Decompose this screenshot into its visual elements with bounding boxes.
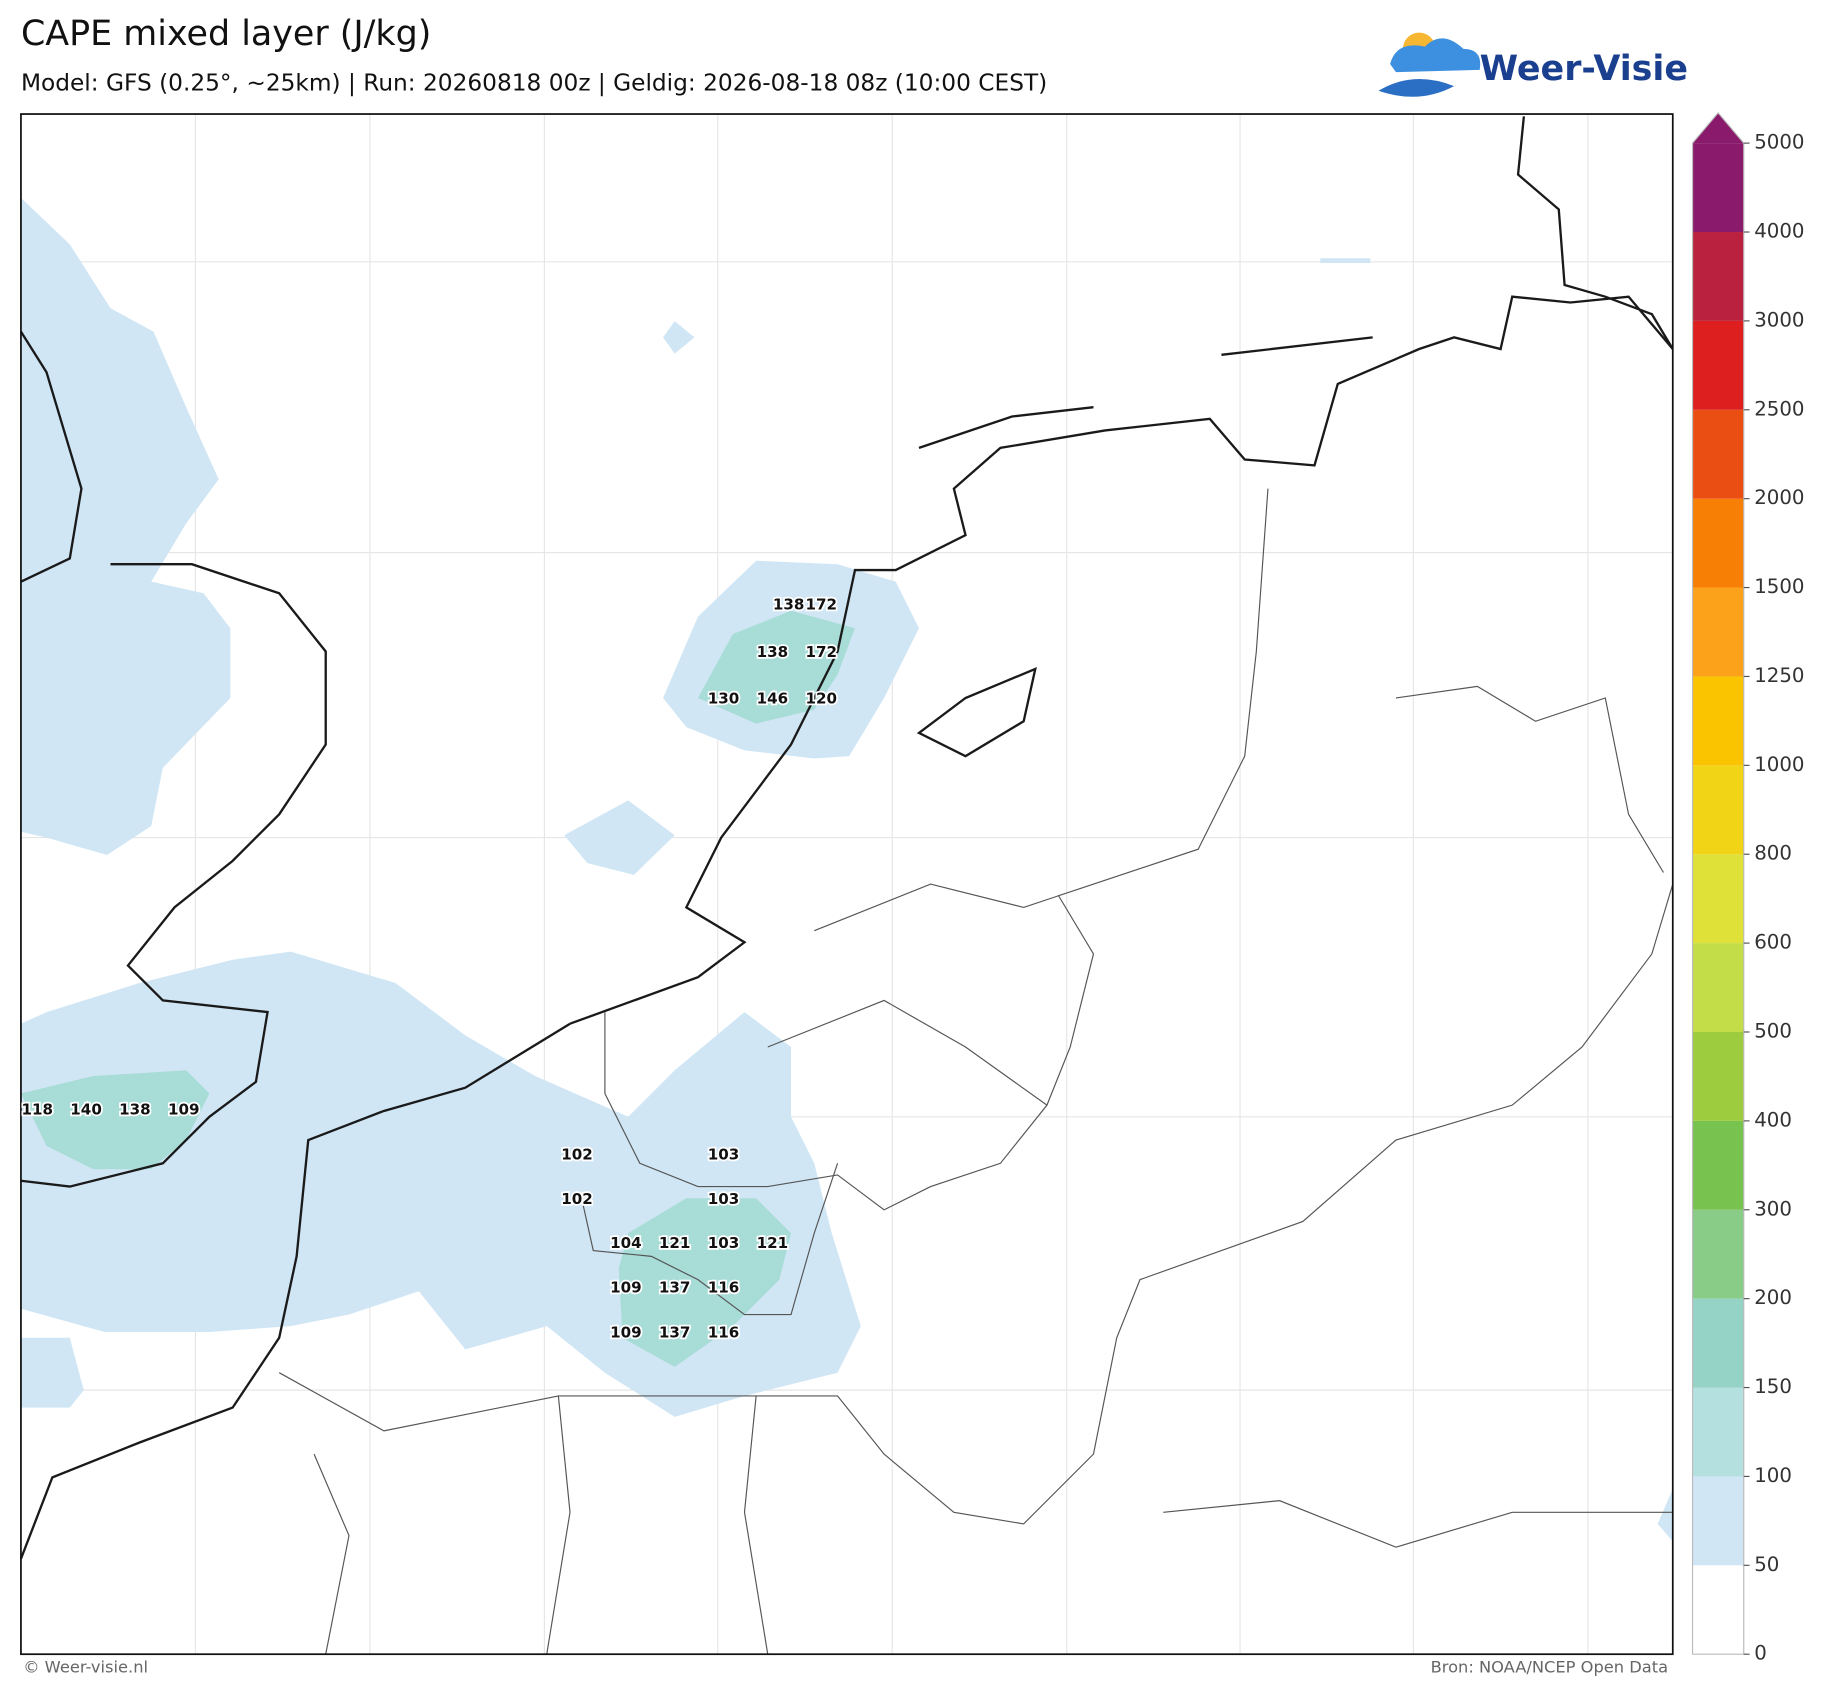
map-value-label: 116	[708, 1278, 740, 1296]
colorbar-tick-label: 1250	[1754, 664, 1804, 687]
logo-text: Weer-Visie	[1480, 49, 1688, 89]
map-value-label: 172	[805, 595, 837, 613]
colorbar-tick-label: 600	[1754, 931, 1792, 954]
colorbar-segment	[1692, 1031, 1744, 1121]
colorbar-segment	[1692, 1298, 1744, 1388]
subtitle: Model: GFS (0.25°, ~25km) | Run: 2026081…	[21, 69, 1047, 96]
colorbar-tick-label: 50	[1754, 1553, 1779, 1576]
colorbar-tick-label: 150	[1754, 1375, 1792, 1398]
colorbar-segment	[1692, 765, 1744, 855]
logo: Weer-Visie	[1378, 32, 1688, 97]
colorbar-extension	[1692, 112, 1744, 144]
colorbar-tick-label: 4000	[1754, 220, 1804, 243]
colorbar-segment	[1692, 143, 1744, 233]
grid	[20, 114, 1673, 1655]
colorbar-tick-label: 5000	[1754, 131, 1804, 154]
colorbar-tick-label: 2500	[1754, 397, 1804, 420]
footer-left: © Weer-visie.nl	[23, 1658, 148, 1677]
colorbar: 0 50 100 150 200 300 400 500 600 800 1000 1250 1500 2…	[1691, 111, 1805, 1665]
map-value-label: 140	[70, 1100, 102, 1118]
colorbar-segment	[1692, 232, 1744, 321]
colorbar-tick-label: 0	[1754, 1642, 1767, 1665]
map-value-label: 118	[21, 1100, 53, 1118]
colorbar-tick-label: 300	[1754, 1197, 1792, 1220]
map-frame	[20, 113, 1674, 1656]
map-value-label: 137	[659, 1278, 691, 1296]
map-value-label: 103	[708, 1234, 740, 1252]
title: CAPE mixed layer (J/kg)	[21, 14, 431, 54]
map-value-label: 146	[757, 690, 789, 708]
map-value-label: 103	[708, 1146, 740, 1164]
colorbar-segment	[1692, 1120, 1744, 1210]
colorbar-tick-label: 400	[1754, 1108, 1792, 1131]
colorbar-segment	[1692, 1565, 1744, 1655]
map-value-label: 138	[119, 1100, 151, 1118]
footer-right: Bron: NOAA/NCEP Open Data	[1431, 1658, 1669, 1677]
colorbar-segment	[1692, 1209, 1744, 1299]
map-value-label: 138	[773, 595, 805, 613]
map-value-label: 121	[757, 1234, 789, 1252]
map-value-label: 138	[757, 643, 789, 661]
logo-cloud	[1390, 38, 1481, 73]
colorbar-tick-label: 800	[1754, 842, 1792, 865]
colorbar-segment	[1692, 1387, 1744, 1477]
map-value-label: 109	[168, 1100, 200, 1118]
colorbar-segment	[1692, 943, 1744, 1032]
colorbar-segment	[1692, 498, 1744, 588]
map-value-label: 120	[805, 690, 837, 708]
colorbar-tick-label: 200	[1754, 1286, 1792, 1309]
colorbar-tick-label: 100	[1754, 1464, 1792, 1487]
colorbar-tick-label: 3000	[1754, 308, 1804, 331]
map-value-label: 121	[659, 1234, 691, 1252]
colorbar-segment	[1692, 409, 1744, 499]
colorbar-tick-label: 1500	[1754, 575, 1804, 598]
borders	[278, 488, 1674, 1655]
colorbar-segment	[1692, 320, 1744, 410]
colorbar-tick-label: 1000	[1754, 753, 1804, 776]
map-value-label: 103	[708, 1190, 740, 1208]
map-value-label: 102	[561, 1146, 593, 1164]
coastlines	[19, 116, 1674, 1560]
map-value-label: 116	[708, 1324, 740, 1342]
colorbar-segment	[1692, 676, 1744, 766]
map-value-label: 130	[708, 690, 740, 708]
map-value-label: 102	[561, 1190, 593, 1208]
map-value-label: 109	[610, 1278, 642, 1296]
colorbar-segment	[1692, 854, 1744, 944]
colorbar-segment	[1692, 1476, 1744, 1566]
colorbar-outline	[1691, 111, 1745, 1655]
colorbar-segment	[1692, 587, 1744, 677]
colorbar-tick-label: 2000	[1754, 486, 1804, 509]
logo-wave	[1378, 78, 1455, 97]
map-value-label: 104	[610, 1234, 642, 1252]
map-value-label: 172	[805, 643, 837, 661]
map-value-label: 109	[610, 1324, 642, 1342]
colorbar-tick-label: 500	[1754, 1019, 1792, 1042]
map-value-label: 137	[659, 1324, 691, 1342]
